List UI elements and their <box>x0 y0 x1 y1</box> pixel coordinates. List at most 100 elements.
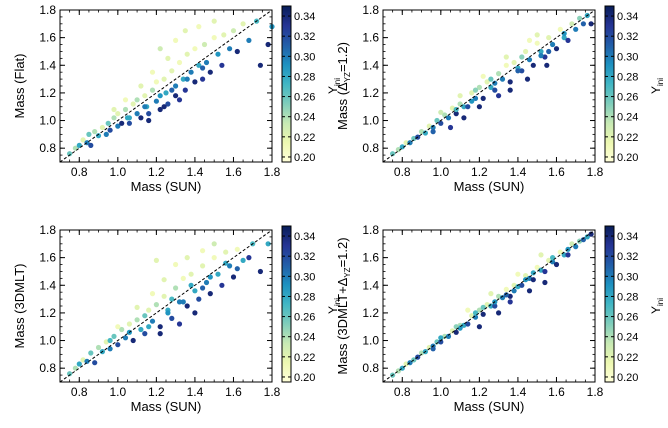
data-point <box>76 361 82 367</box>
colorbar: 0.20 0.22 0.24 0.26 0.28 0.30 0.32 0.34 Yini <box>604 225 665 384</box>
data-point <box>192 79 198 85</box>
data-point <box>445 115 452 121</box>
y-tick-label: 1.6 <box>362 31 379 45</box>
data-point <box>103 131 109 137</box>
y-axis-label: Mass (3DMLT+ΔYZ=1.2) <box>335 237 352 374</box>
data-point <box>507 299 513 305</box>
data-point <box>442 333 448 339</box>
colorbar-label-main: Y <box>326 86 340 94</box>
data-point <box>149 69 156 75</box>
x-tick-label: 0.8 <box>71 385 88 399</box>
y-label-main: Mass (3DMLT) <box>12 264 27 349</box>
scatter-panel-2: 0.8 1.0 1.2 1.4 1.6 1.8 0.8 1.0 1.2 1.4 1.6 1.8 Mass… <box>335 3 665 194</box>
colorbar-tick-label: 0.24 <box>617 332 638 344</box>
data-point <box>496 293 502 299</box>
data-point <box>80 137 86 143</box>
data-point <box>457 325 463 331</box>
data-point <box>111 106 117 113</box>
colorbar-scale <box>604 5 615 163</box>
data-point <box>153 257 159 263</box>
colorbar-label: Yini <box>326 78 342 94</box>
identity-line <box>59 229 273 383</box>
data-point <box>146 117 152 124</box>
y-tick-label: 1.0 <box>362 114 379 128</box>
data-point <box>138 326 144 333</box>
data-point <box>203 59 210 66</box>
data-point <box>200 263 206 269</box>
colorbar-tick-label: 0.24 <box>617 112 638 124</box>
data-point <box>588 21 594 27</box>
data-point <box>503 62 509 68</box>
colorbar-tick-label: 0.30 <box>617 271 638 283</box>
data-point <box>265 41 271 48</box>
data-point <box>142 331 148 337</box>
data-point <box>553 261 560 268</box>
y-tick-label: 1.6 <box>39 251 56 265</box>
identity-line <box>382 9 596 163</box>
data-point <box>240 21 246 27</box>
data-point <box>476 324 482 330</box>
data-point <box>511 288 517 294</box>
y-label-rest: =1.2) <box>335 237 350 267</box>
y-tick-label: 0.8 <box>362 141 379 155</box>
data-point <box>515 284 521 290</box>
y-tick-label: 1.8 <box>39 223 56 237</box>
data-point <box>200 65 206 71</box>
data-point <box>503 292 509 298</box>
y-axis-label: Mass (ΔYZ=1.2) <box>335 42 352 130</box>
colorbar-tick-label: 0.28 <box>617 71 638 83</box>
data-point <box>200 285 206 291</box>
data-point <box>188 69 194 75</box>
y-tick-label: 1.2 <box>39 86 56 100</box>
data-point <box>134 317 140 323</box>
colorbar-tick-label: 0.20 <box>294 372 315 384</box>
data-point <box>169 296 175 302</box>
data-point <box>538 252 544 258</box>
data-point <box>511 59 517 66</box>
data-point <box>215 271 221 277</box>
data-point <box>445 333 452 339</box>
data-point <box>184 76 190 82</box>
data-point <box>530 270 536 276</box>
x-tick-label: 1.0 <box>109 385 126 399</box>
data-point <box>119 120 125 126</box>
data-point <box>146 111 152 117</box>
colorbar-label-main: Y <box>649 306 663 314</box>
data-point <box>173 285 179 291</box>
data-point <box>546 48 552 55</box>
data-point <box>176 59 183 66</box>
data-point <box>234 246 240 252</box>
colorbar-label-subscript: ini <box>333 298 342 306</box>
colorbar-tick-label: 0.26 <box>294 92 315 104</box>
colorbar-tick-label: 0.26 <box>617 92 638 104</box>
scatter-panel-4: 0.8 1.0 1.2 1.4 1.6 1.8 0.8 1.0 1.2 1.4 1.6 1.8 Mass… <box>335 223 665 414</box>
data-point <box>184 255 190 261</box>
x-tick-label: 1.2 <box>148 165 165 179</box>
data-point <box>169 87 175 93</box>
data-point <box>438 109 444 115</box>
colorbar-tick-label: 0.32 <box>294 31 315 43</box>
data-point <box>165 55 171 62</box>
data-point <box>115 342 121 348</box>
data-point <box>534 40 540 46</box>
data-point <box>196 62 202 68</box>
data-point <box>157 324 163 330</box>
colorbar-scale <box>281 225 292 383</box>
data-point <box>453 111 459 117</box>
scatter-panel-1: 0.8 1.0 1.2 1.4 1.6 1.8 0.8 1.0 1.2 1.4 1.6 1.8 Mass… <box>12 3 342 194</box>
data-point <box>219 282 225 288</box>
y-tick-label: 1.2 <box>362 86 379 100</box>
y-tick-label: 1.6 <box>39 31 56 45</box>
x-tick-label: 1.8 <box>264 165 281 179</box>
y-tick-label: 1.4 <box>362 278 379 292</box>
data-point <box>577 15 583 21</box>
colorbar-tick-label: 0.32 <box>617 251 638 263</box>
data-point <box>188 282 194 288</box>
data-point <box>122 97 129 103</box>
y-tick-label: 1.8 <box>39 3 56 17</box>
x-tick-label: 1.4 <box>510 385 527 399</box>
x-axis-label: Mass (SUN) <box>454 179 525 194</box>
y-tick-label: 1.2 <box>39 306 56 320</box>
